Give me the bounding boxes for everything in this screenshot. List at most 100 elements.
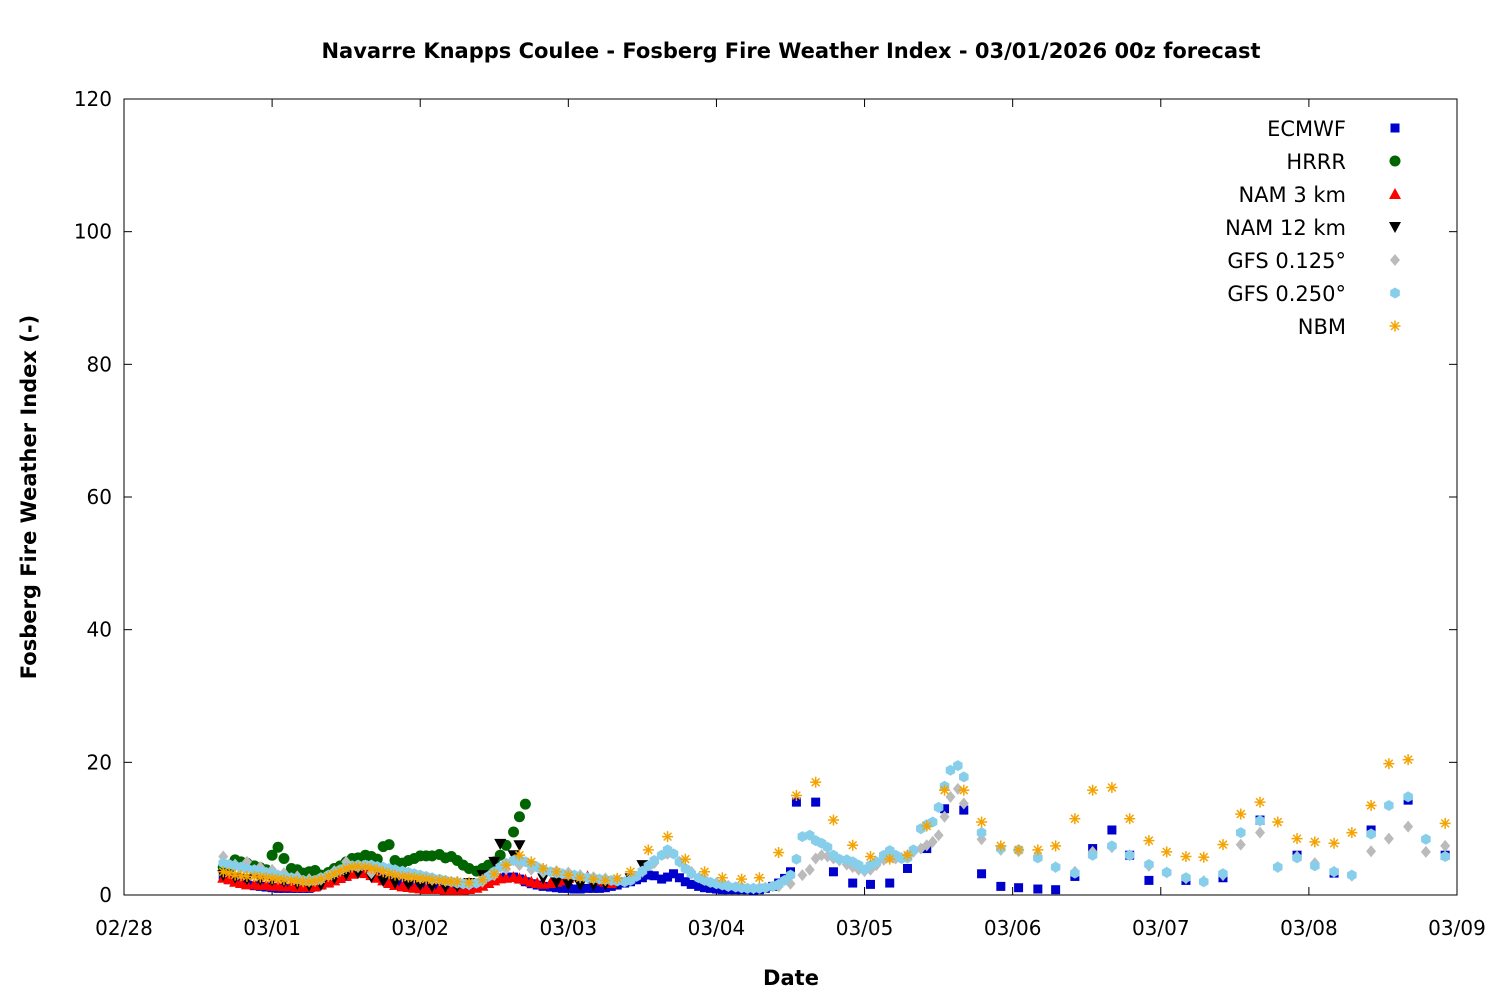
data-point [953,760,963,772]
legend-marker-2 [1389,188,1401,199]
data-point [537,862,549,874]
data-point [1254,796,1266,808]
data-point [1050,840,1062,852]
x-axis-label: Date [763,966,819,990]
legend-marker-0 [1390,123,1400,133]
data-point [1033,852,1043,864]
data-point [389,878,402,890]
x-tick-label-5: 03/05 [836,916,894,940]
data-point [885,878,895,888]
data-point [574,872,586,884]
data-point [574,880,587,892]
data-point [1236,827,1246,839]
data-point [716,872,728,884]
y-tick-label-5: 100 [74,220,112,244]
data-point [945,764,956,776]
data-point [1033,884,1043,894]
data-point [827,814,839,826]
y-tick-label-6: 120 [74,87,112,111]
data-point [976,816,988,828]
data-point [1328,837,1340,849]
data-point [706,883,716,893]
data-point [686,868,696,880]
data-point [383,839,395,851]
data-point [266,849,278,861]
data-point [611,872,623,884]
data-point [537,873,550,885]
data-point [940,804,950,814]
data-point [1329,866,1339,878]
data-point [959,771,969,783]
data-point [822,841,833,853]
data-point [649,871,659,881]
data-point [1124,813,1136,825]
data-point [903,863,913,873]
data-point [1383,832,1394,845]
data-point [797,869,808,882]
data-point [933,829,944,842]
data-point [649,855,659,866]
data-point [525,856,537,868]
data-point [1014,883,1024,893]
data-point [679,853,691,865]
data-point [1013,844,1025,856]
data-point [1235,838,1246,851]
data-point [488,868,500,880]
data-point [451,876,463,888]
data-point [1255,815,1265,827]
data-point [804,863,815,876]
data-point [1292,852,1302,864]
x-tick-label-0: 02/28 [95,916,153,940]
data-point [1235,808,1247,820]
data-point [1069,813,1081,825]
data-point [1107,840,1117,852]
data-point [1181,872,1191,884]
data-point [884,853,896,865]
data-point [959,805,969,815]
data-point [927,816,938,828]
x-tick-label-3: 03/03 [540,916,598,940]
data-point [1309,836,1321,848]
data-point [1161,846,1173,858]
data-point [402,879,415,891]
data-point [700,883,710,893]
data-point [864,851,876,863]
data-point [996,881,1006,891]
data-point [810,776,822,788]
data-point [1087,784,1099,796]
data-point [588,873,600,885]
data-point [939,810,950,823]
data-point [494,838,507,850]
data-point [927,835,938,848]
x-tick-label-2: 03/02 [391,916,449,940]
data-point [958,797,969,810]
x-tick-label-9: 03/09 [1428,916,1486,940]
axis-ticks [123,98,1458,896]
data-point [643,870,653,880]
data-point [1420,845,1431,858]
y-tick-label-1: 20 [87,750,112,774]
data-point [939,784,951,796]
data-point [977,869,987,879]
data-point [508,826,520,838]
legend-label-5: GFS 0.250° [1227,282,1346,306]
y-tick-label-2: 40 [87,618,112,642]
x-tick-label-6: 03/06 [984,916,1042,940]
data-point [790,790,802,801]
data-point [791,853,802,865]
data-point [848,878,858,888]
data-point [583,883,593,893]
data-point [797,831,808,843]
data-point [657,874,667,884]
data-point [1070,867,1080,879]
data-point [488,856,501,868]
tick-labels: 0 20 40 60 80 100 120 02/28 03/01 03/02 03/03 03/04… [74,87,1486,940]
data-point [562,879,575,891]
data-point [785,869,796,881]
data-point [1218,868,1228,880]
legend-marker-5 [1390,287,1400,299]
data-point [1107,825,1117,835]
data-point [1440,839,1451,852]
data-point [242,863,252,874]
